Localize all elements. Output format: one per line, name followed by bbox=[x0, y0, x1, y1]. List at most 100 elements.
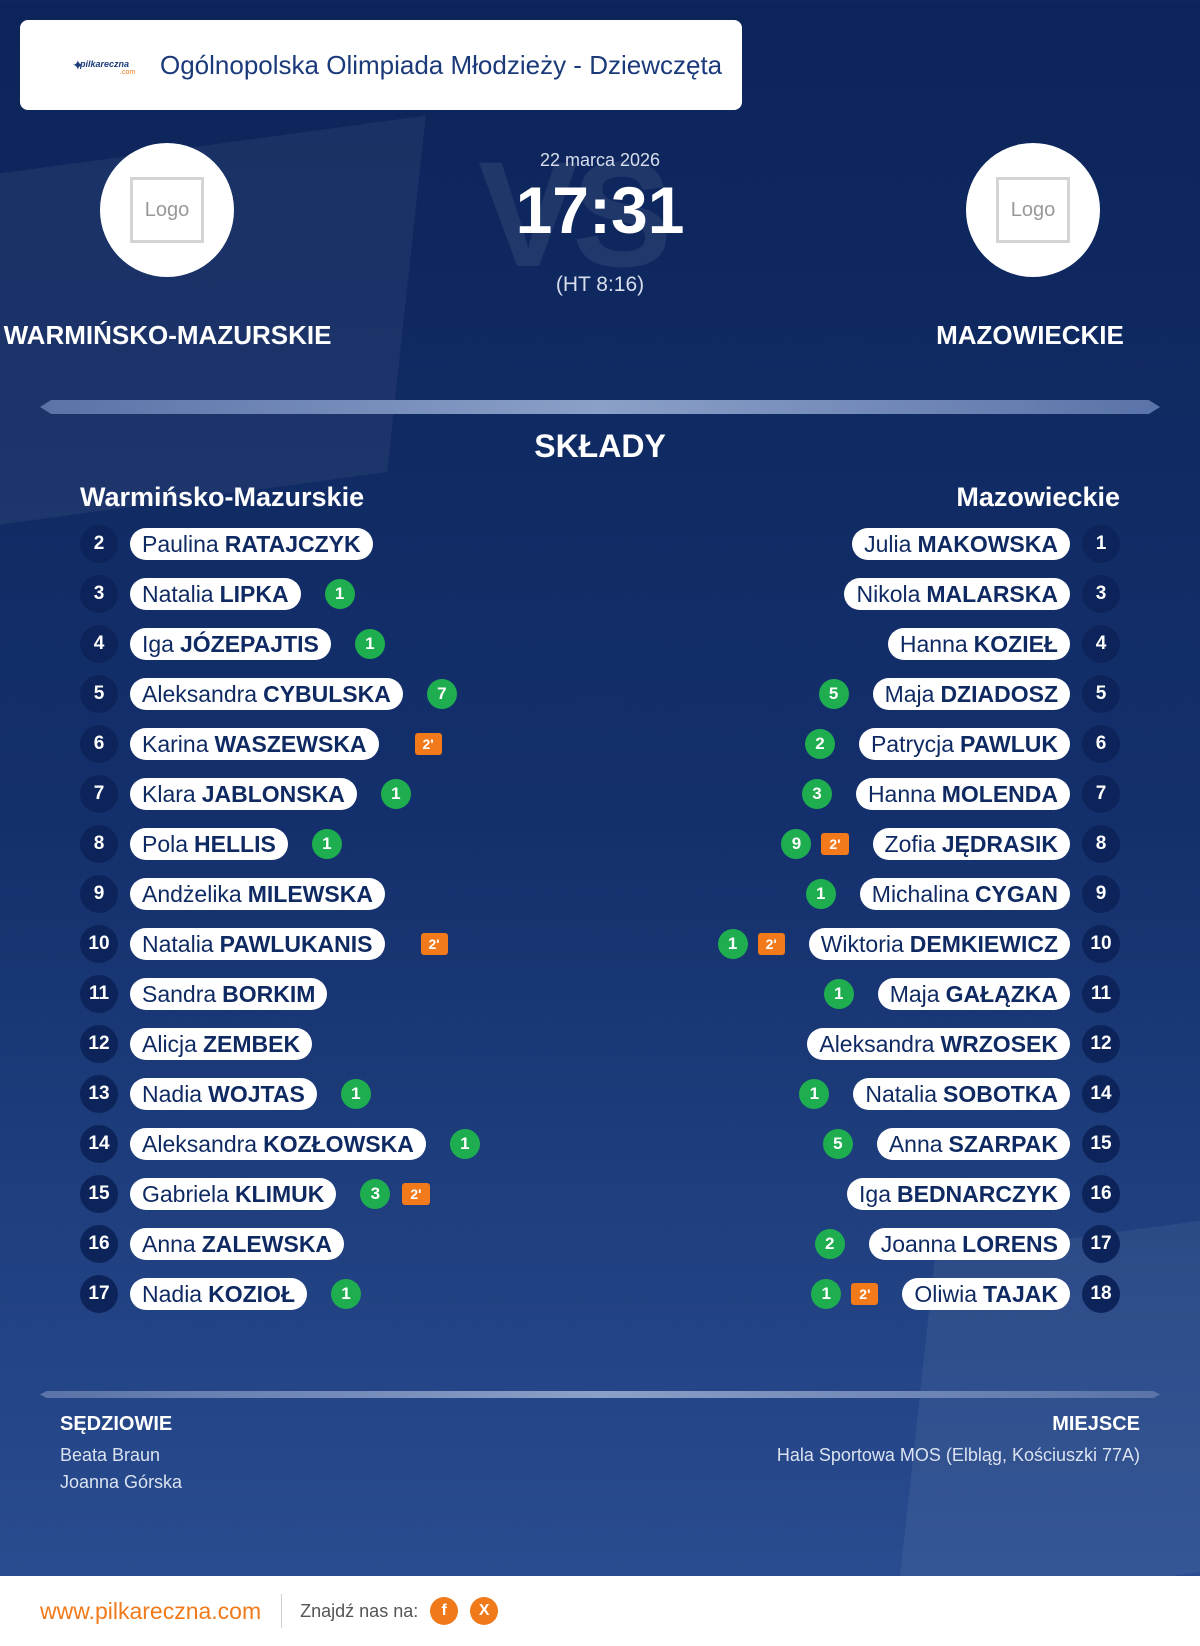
player-surname: MILEWSKA bbox=[247, 880, 373, 907]
player-surname: HELLIS bbox=[194, 830, 276, 857]
player-row: 12 Alicja ZEMBEK bbox=[80, 1025, 313, 1063]
player-number: 15 bbox=[1082, 1125, 1120, 1163]
player-name: Anna SZARPAK bbox=[876, 1128, 1070, 1160]
goals-badge: 1 bbox=[823, 979, 854, 1009]
player-first-name: Hanna bbox=[899, 630, 968, 657]
player-surname: MOLENDA bbox=[941, 780, 1058, 807]
player-name: Karina WASZEWSKA bbox=[130, 728, 379, 760]
site-link[interactable]: www.pilkareczna.com bbox=[40, 1597, 262, 1624]
player-number: 5 bbox=[80, 675, 118, 713]
player-surname: SOBOTKA bbox=[943, 1080, 1058, 1107]
player-surname: LORENS bbox=[962, 1230, 1058, 1257]
player-row: 6 Patrycja PAWLUK 2 bbox=[804, 725, 1120, 763]
player-first-name: Iga bbox=[142, 630, 174, 657]
player-first-name: Nadia bbox=[142, 1280, 203, 1307]
player-surname: KOZIEŁ bbox=[973, 630, 1058, 657]
player-name: Natalia PAWLUKANIS bbox=[130, 928, 385, 960]
player-name: Aleksandra WRZOSEK bbox=[807, 1028, 1070, 1060]
goals-badge: 1 bbox=[717, 929, 748, 959]
brand-logo[interactable]: ✦ pilkareczna .com bbox=[50, 45, 140, 85]
referee-name: Beata Braun bbox=[60, 1445, 161, 1465]
brand-logo-text: pilkareczna bbox=[80, 59, 130, 69]
goals-badge: 1 bbox=[311, 829, 342, 859]
player-number: 13 bbox=[80, 1075, 118, 1113]
player-stats: 1 bbox=[354, 629, 385, 659]
player-number: 5 bbox=[1082, 675, 1120, 713]
player-row: 15 Gabriela KLIMUK 3 2' bbox=[80, 1175, 430, 1213]
player-stats: 7 bbox=[426, 679, 457, 709]
player-stats: 1 bbox=[324, 579, 355, 609]
home-lineup-title: Warmińsko-Mazurskie bbox=[80, 482, 365, 512]
goals-badge: 1 bbox=[811, 1279, 842, 1309]
player-name: Gabriela KLIMUK bbox=[130, 1178, 337, 1210]
player-row: 16 Iga BEDNARCZYK bbox=[847, 1175, 1120, 1213]
player-row: 14 Natalia SOBOTKA 1 bbox=[799, 1075, 1120, 1113]
player-stats: 2' bbox=[403, 733, 442, 755]
player-first-name: Natalia bbox=[865, 1080, 937, 1107]
match-score: 17:31 bbox=[515, 173, 685, 247]
player-first-name: Joanna bbox=[880, 1230, 957, 1257]
logo-placeholder: Logo bbox=[130, 177, 204, 243]
goals-badge: 5 bbox=[818, 679, 849, 709]
player-surname: TAJAK bbox=[983, 1280, 1058, 1307]
player-row: 9 Michalina CYGAN 1 bbox=[805, 875, 1120, 913]
player-name: Julia MAKOWSKA bbox=[852, 528, 1070, 560]
player-surname: MAKOWSKA bbox=[917, 530, 1058, 557]
player-surname: RATAJCZYK bbox=[224, 530, 361, 557]
player-number: 7 bbox=[80, 775, 118, 813]
player-name: Iga JÓZEPAJTIS bbox=[130, 628, 331, 660]
player-surname: KOZIOŁ bbox=[208, 1280, 295, 1307]
player-name: Aleksandra KOZŁOWSKA bbox=[130, 1128, 426, 1160]
player-name: Maja DZIADOSZ bbox=[872, 678, 1070, 710]
player-first-name: Hanna bbox=[867, 780, 936, 807]
player-number: 8 bbox=[80, 825, 118, 863]
player-first-name: Wiktoria bbox=[820, 930, 904, 957]
referees-label: SĘDZIOWIE bbox=[60, 1413, 173, 1435]
player-surname: WOJTAS bbox=[208, 1080, 305, 1107]
player-first-name: Oliwia bbox=[914, 1280, 978, 1307]
bottom-bar: www.pilkareczna.com Znajdź nas na: f X bbox=[0, 1576, 1200, 1646]
player-first-name: Klara bbox=[142, 780, 196, 807]
player-name: Oliwia TAJAK bbox=[902, 1278, 1070, 1310]
player-row: 5 Maja DZIADOSZ 5 bbox=[818, 675, 1120, 713]
player-row: 4 Iga JÓZEPAJTIS 1 bbox=[80, 625, 385, 663]
player-name: Klara JABLONSKA bbox=[130, 778, 357, 810]
player-stats: 5 bbox=[822, 1129, 853, 1159]
player-surname: CYGAN bbox=[974, 880, 1058, 907]
player-number: 1 bbox=[1082, 525, 1120, 563]
player-first-name: Zofia bbox=[884, 830, 936, 857]
player-name: Maja GAŁĄZKA bbox=[877, 978, 1070, 1010]
player-row: 8 Pola HELLIS 1 bbox=[80, 825, 342, 863]
away-team-name: MAZOWIECKIE bbox=[936, 320, 1124, 350]
player-surname: JÓZEPAJTIS bbox=[179, 630, 319, 657]
penalty-badge: 2' bbox=[402, 1183, 430, 1205]
player-row: 13 Nadia WOJTAS 1 bbox=[80, 1075, 371, 1113]
player-surname: ZEMBEK bbox=[202, 1030, 301, 1057]
away-team-logo: Logo bbox=[966, 143, 1100, 277]
player-stats: 2 bbox=[814, 1229, 845, 1259]
player-first-name: Anna bbox=[888, 1130, 943, 1157]
x-icon[interactable]: X bbox=[470, 1597, 499, 1625]
player-row: 8 Zofia JĘDRASIK 9 2' bbox=[781, 825, 1120, 863]
facebook-icon[interactable]: f bbox=[430, 1597, 459, 1625]
player-number: 2 bbox=[80, 525, 118, 563]
player-first-name: Aleksandra bbox=[142, 680, 258, 707]
player-first-name: Gabriela bbox=[142, 1180, 229, 1207]
player-row: 7 Klara JABLONSKA 1 bbox=[80, 775, 411, 813]
section-divider bbox=[40, 400, 1160, 414]
player-surname: PAWLUKANIS bbox=[219, 930, 373, 957]
penalty-badge: 2' bbox=[757, 933, 785, 955]
player-stats: 9 2' bbox=[781, 829, 849, 859]
player-name: Zofia JĘDRASIK bbox=[872, 828, 1070, 860]
player-surname: CYBULSKA bbox=[263, 680, 391, 707]
player-first-name: Julia bbox=[864, 530, 912, 557]
player-surname: WASZEWSKA bbox=[214, 730, 367, 757]
goals-badge: 1 bbox=[354, 629, 385, 659]
player-first-name: Aleksandra bbox=[819, 1030, 935, 1057]
player-stats: 1 bbox=[805, 879, 836, 909]
player-name: Joanna LORENS bbox=[868, 1228, 1070, 1260]
player-surname: KOZŁOWSKA bbox=[263, 1130, 414, 1157]
player-row: 17 Nadia KOZIOŁ 1 bbox=[80, 1275, 361, 1313]
player-name: Hanna KOZIEŁ bbox=[887, 628, 1070, 660]
footer-divider bbox=[40, 1391, 1160, 1398]
